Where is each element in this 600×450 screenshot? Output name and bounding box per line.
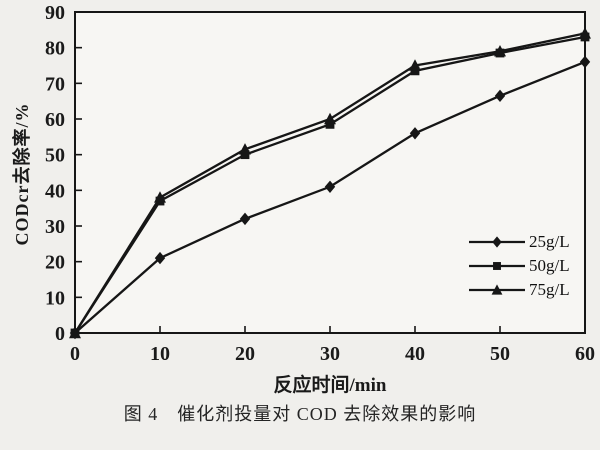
- diamond-marker: [154, 251, 166, 265]
- x-tick-label: 0: [70, 343, 80, 365]
- x-tick-label: 30: [320, 343, 340, 365]
- y-tick-label: 30: [45, 216, 65, 238]
- x-tick-label: 10: [150, 343, 170, 365]
- x-tick-label: 20: [235, 343, 255, 365]
- x-axis-label: 反应时间/min: [273, 375, 387, 396]
- legend-item-50g/L: 50g/L: [468, 254, 570, 278]
- diamond-marker: [579, 55, 591, 69]
- triangle-marker: [154, 191, 166, 203]
- y-tick-label: 40: [45, 180, 65, 202]
- y-tick-label: 90: [45, 2, 65, 24]
- y-tick-label: 10: [45, 287, 65, 309]
- legend-label: 75g/L: [529, 280, 570, 299]
- legend: 25g/L 50g/L 75g/L: [468, 230, 570, 302]
- y-axis-label: CODcr去除率/%: [12, 102, 32, 246]
- y-tick-label: 70: [45, 73, 65, 95]
- y-tick-label: 20: [45, 252, 65, 274]
- triangle-marker: [69, 326, 81, 339]
- y-tick-label: 0: [55, 323, 65, 345]
- diamond-marker: [409, 127, 421, 140]
- figure-caption: 图 4 催化剂投量对 COD 去除效果的影响: [123, 404, 477, 424]
- legend-item-75g/L: 75g/L: [468, 278, 570, 302]
- legend-label: 25g/L: [529, 232, 570, 251]
- square-legend-icon: [469, 262, 525, 270]
- diamond-marker: [324, 180, 336, 193]
- y-tick-label: 80: [45, 38, 65, 60]
- diamond-marker: [494, 89, 506, 103]
- triangle-marker: [409, 59, 421, 71]
- y-tick-label: 50: [45, 145, 65, 167]
- x-tick-label: 60: [575, 343, 595, 365]
- legend-item-25g/L: 25g/L: [468, 230, 570, 254]
- triangle-marker: [579, 27, 591, 39]
- plot-area: [75, 12, 585, 333]
- triangle-marker: [494, 45, 506, 57]
- legend-label: 50g/L: [529, 256, 570, 275]
- diamond-legend-icon: [469, 236, 525, 248]
- x-tick-label: 50: [490, 343, 510, 365]
- triangle-marker: [324, 112, 336, 125]
- x-tick-label: 40: [405, 343, 425, 365]
- y-tick-label: 60: [45, 109, 65, 131]
- triangle-legend-icon: [469, 284, 525, 295]
- triangle-marker: [239, 143, 251, 155]
